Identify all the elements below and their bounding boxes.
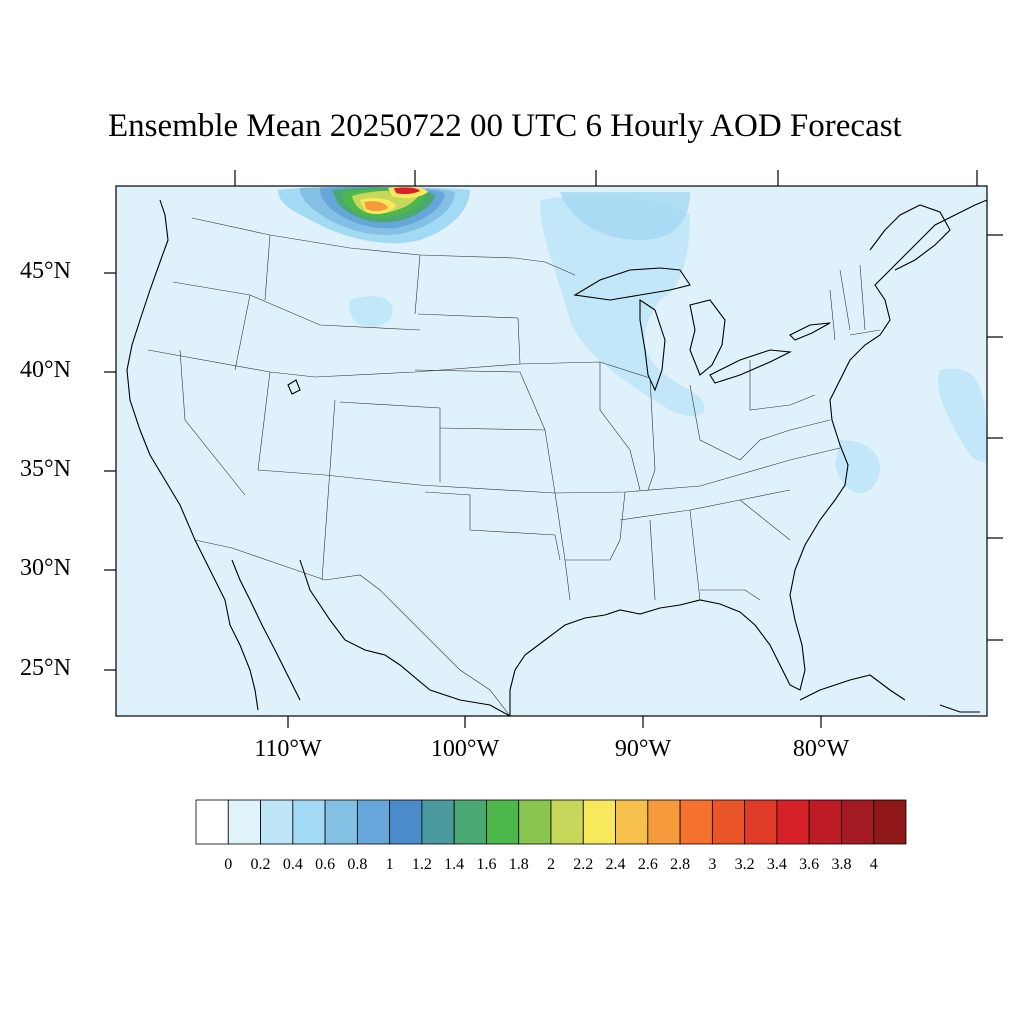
- colorbar-tick-label: 3.4: [766, 856, 787, 873]
- map-title: Ensemble Mean 20250722 00 UTC 6 Hourly A…: [108, 108, 902, 144]
- colorbar-tick-label: 2: [547, 856, 555, 873]
- lon-label-80w: 80°W: [792, 736, 850, 762]
- colorbar-swatch: [550, 799, 584, 845]
- colorbar-tick-label: 3.8: [831, 856, 852, 873]
- colorbar-tick-label: 3.2: [734, 856, 755, 873]
- lat-label-35n: 35°N: [20, 456, 71, 482]
- aod-plume-smoke-8: [364, 201, 388, 212]
- map-frame: [115, 185, 988, 717]
- aod-plume-midwest: [540, 195, 705, 417]
- colorbar-swatch: [324, 799, 358, 845]
- lat-label-30n: 30°N: [20, 555, 71, 581]
- colorbar-tick-label: 1.6: [476, 856, 497, 873]
- colorbar-swatch: [518, 799, 552, 845]
- colorbar-tick-label: 1.2: [411, 856, 432, 873]
- colorbar-swatch: [389, 799, 423, 845]
- colorbar-tick-label: 2.4: [605, 856, 626, 873]
- lon-label-90w: 90°W: [614, 736, 672, 762]
- colorbar-swatch: [292, 799, 326, 845]
- coastline-outline: [126, 199, 988, 717]
- colorbar-tick-label: 4: [869, 856, 878, 873]
- lon-label-100w: 100°W: [430, 736, 500, 762]
- state-borders: [147, 217, 881, 717]
- colorbar-tick-label: 1.4: [444, 856, 465, 873]
- colorbar-tick-label: 2.2: [573, 856, 594, 873]
- colorbar-swatch: [744, 799, 778, 845]
- colorbar-swatch: [873, 799, 907, 845]
- colorbar-swatch: [421, 799, 455, 845]
- colorbar-tick-label: 2.6: [637, 856, 658, 873]
- colorbar-tick-label: 0.4: [282, 856, 303, 873]
- colorbar-swatch: [776, 799, 810, 845]
- lon-label-110w: 110°W: [254, 736, 322, 762]
- colorbar-swatch: [711, 799, 746, 845]
- colorbar-tick-label: 2.8: [670, 856, 691, 873]
- aod-plume-atlantic: [938, 368, 987, 462]
- colorbar-tick-label: 0.2: [250, 856, 271, 873]
- lat-label-25n: 25°N: [20, 655, 71, 681]
- colorbar-swatch: [356, 799, 391, 845]
- colorbar-swatch: [808, 799, 842, 845]
- colorbar-swatch: [679, 799, 713, 845]
- aod-plume-smoke-10: [394, 187, 420, 195]
- colorbar-tick-label: 0: [224, 856, 233, 873]
- colorbar-swatch: [647, 799, 681, 845]
- colorbar-tick-label: 3: [708, 856, 717, 873]
- colorbar-tick-label: 0.6: [315, 856, 336, 873]
- aod-plume-montana: [349, 296, 393, 328]
- aod-plume-northern: [560, 192, 690, 240]
- colorbar-swatch: [227, 799, 261, 845]
- colorbar-tick-label: 0.8: [347, 856, 368, 873]
- colorbar-swatch: [615, 799, 649, 845]
- colorbar: [195, 799, 907, 845]
- axis-ticks: [104, 170, 1003, 728]
- colorbar-swatch: [486, 799, 520, 845]
- colorbar-tick-label: 3.6: [799, 856, 820, 873]
- colorbar-swatch: [582, 799, 616, 845]
- colorbar-tick-label: 1: [385, 856, 394, 873]
- colorbar-swatch: [841, 799, 875, 845]
- colorbar-tick-label: 1.8: [508, 856, 529, 873]
- colorbar-swatch: [260, 799, 294, 845]
- lat-label-40n: 40°N: [20, 357, 71, 383]
- lat-label-45n: 45°N: [20, 258, 71, 284]
- colorbar-swatch: [453, 799, 487, 845]
- colorbar-swatch: [195, 799, 229, 845]
